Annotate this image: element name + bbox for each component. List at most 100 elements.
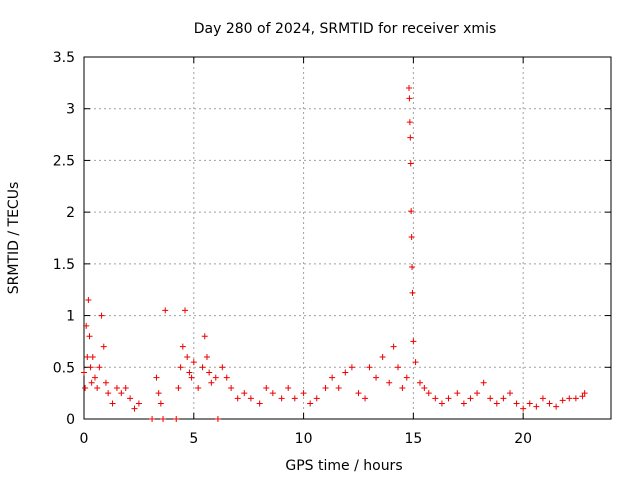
data-point (526, 400, 533, 407)
data-point (409, 289, 416, 296)
data-point (278, 395, 285, 402)
y-tick-label: 1.5 (53, 257, 75, 273)
data-point (177, 364, 184, 371)
data-point (214, 416, 221, 422)
data-point (474, 390, 481, 397)
data-point (160, 416, 167, 422)
data-point (300, 390, 307, 397)
data-point (520, 405, 527, 412)
data-point (179, 343, 186, 350)
data-point (127, 395, 134, 402)
data-point (581, 390, 588, 397)
data-point (386, 379, 393, 386)
y-axis-label: SRMTID / TECUs (6, 182, 22, 295)
x-tick-label: 5 (189, 431, 198, 447)
data-point (86, 333, 93, 340)
data-point (269, 390, 276, 397)
y-tick-label: 1 (66, 309, 75, 325)
data-point (190, 359, 197, 366)
data-point (408, 208, 415, 215)
x-tick-label: 15 (404, 431, 422, 447)
data-point (407, 160, 414, 167)
data-point (313, 395, 320, 402)
y-tick-label: 3 (66, 102, 75, 118)
data-point (406, 95, 413, 102)
data-point (421, 384, 428, 391)
data-point (559, 397, 566, 404)
data-point (195, 384, 202, 391)
data-point (83, 322, 90, 329)
data-point (219, 364, 226, 371)
data-point (89, 353, 96, 360)
data-point (208, 379, 215, 386)
data-point (291, 395, 298, 402)
data-point (186, 369, 193, 376)
x-tick-label: 10 (295, 431, 313, 447)
data-point (162, 307, 169, 314)
data-point (513, 400, 520, 407)
data-point (355, 390, 362, 397)
data-point (379, 353, 386, 360)
plot-frame (83, 56, 612, 420)
data-point (405, 85, 412, 92)
data-point (82, 384, 89, 391)
data-point (322, 384, 329, 391)
data-point (256, 400, 263, 407)
data-point (94, 384, 101, 391)
data-point (173, 416, 180, 422)
data-point (113, 384, 120, 391)
data-point (241, 390, 248, 397)
data-point (366, 364, 373, 371)
data-point (579, 393, 586, 400)
data-point (91, 374, 98, 381)
data-point (403, 374, 410, 381)
data-point (454, 390, 461, 397)
data-point (135, 400, 142, 407)
data-point (572, 395, 579, 402)
data-point (98, 312, 105, 319)
data-point (438, 400, 445, 407)
data-point (406, 119, 413, 126)
data-point (175, 384, 182, 391)
data-point (203, 353, 210, 360)
data-point (149, 416, 156, 422)
data-point (335, 384, 342, 391)
data-point (87, 364, 94, 371)
data-point (122, 384, 129, 391)
axis-ticks: 0 0.5 1 1.5 2 2.5 3 3.5 0 5 10 15 20 (53, 50, 611, 447)
data-point (263, 384, 270, 391)
y-tick-label: 2 (66, 205, 75, 221)
x-tick-label: 0 (80, 431, 89, 447)
data-points (81, 85, 588, 422)
data-point (212, 374, 219, 381)
data-point (373, 374, 380, 381)
data-point (182, 307, 189, 314)
data-point (467, 395, 474, 402)
data-point (131, 405, 138, 412)
data-point (362, 395, 369, 402)
x-axis-label: GPS time / hours (285, 458, 402, 474)
data-point (390, 343, 397, 350)
data-point (416, 379, 423, 386)
grid (84, 57, 611, 419)
data-point (155, 390, 162, 397)
data-point (109, 400, 116, 407)
data-point (566, 395, 573, 402)
data-point (395, 364, 402, 371)
data-point (412, 359, 419, 366)
data-point (157, 400, 164, 407)
data-point (407, 134, 414, 141)
data-point (432, 395, 439, 402)
data-point (546, 400, 553, 407)
data-point (223, 374, 230, 381)
data-point (500, 395, 507, 402)
data-point (285, 384, 292, 391)
data-point (247, 395, 254, 402)
data-point (399, 384, 406, 391)
data-point (493, 400, 500, 407)
data-point (307, 400, 314, 407)
data-point (408, 233, 415, 240)
data-point (188, 374, 195, 381)
data-point (410, 338, 417, 345)
